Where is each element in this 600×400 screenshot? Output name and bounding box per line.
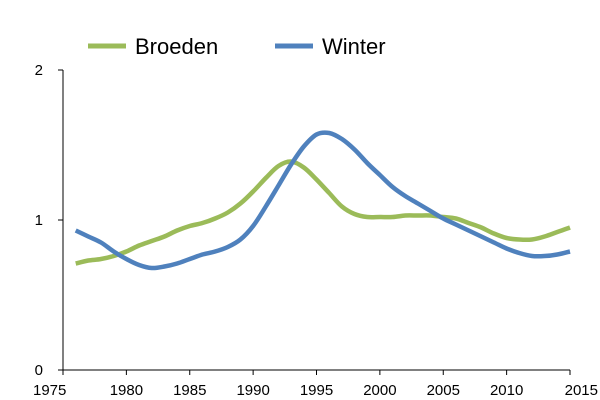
legend-label-broeden: Broeden [135, 34, 218, 59]
series-lines [74, 130, 571, 271]
x-tick-label: 1975 [33, 382, 66, 399]
legend: Broeden Winter [88, 34, 386, 59]
x-tick-label: 2010 [490, 382, 523, 399]
legend-label-winter: Winter [322, 34, 386, 59]
series-line-winter [74, 130, 571, 271]
series-line-broeden [75, 159, 571, 266]
x-tick-label: 2000 [363, 382, 396, 399]
x-tick-label: 2015 [565, 382, 598, 399]
y-tick-label: 1 [35, 212, 43, 229]
axes [62, 70, 570, 371]
y-tick-label: 0 [35, 362, 43, 379]
tick-marks: 0 1 2 1975 1980 1985 1990 1995 2000 2005 2010 2015 [33, 62, 598, 399]
x-tick-label: 1990 [236, 382, 269, 399]
y-tick-label: 2 [35, 62, 43, 79]
x-tick-label: 1995 [300, 382, 333, 399]
x-tick-label: 1985 [173, 382, 206, 399]
x-tick-label: 1980 [110, 382, 143, 399]
x-tick-label: 2005 [427, 382, 460, 399]
